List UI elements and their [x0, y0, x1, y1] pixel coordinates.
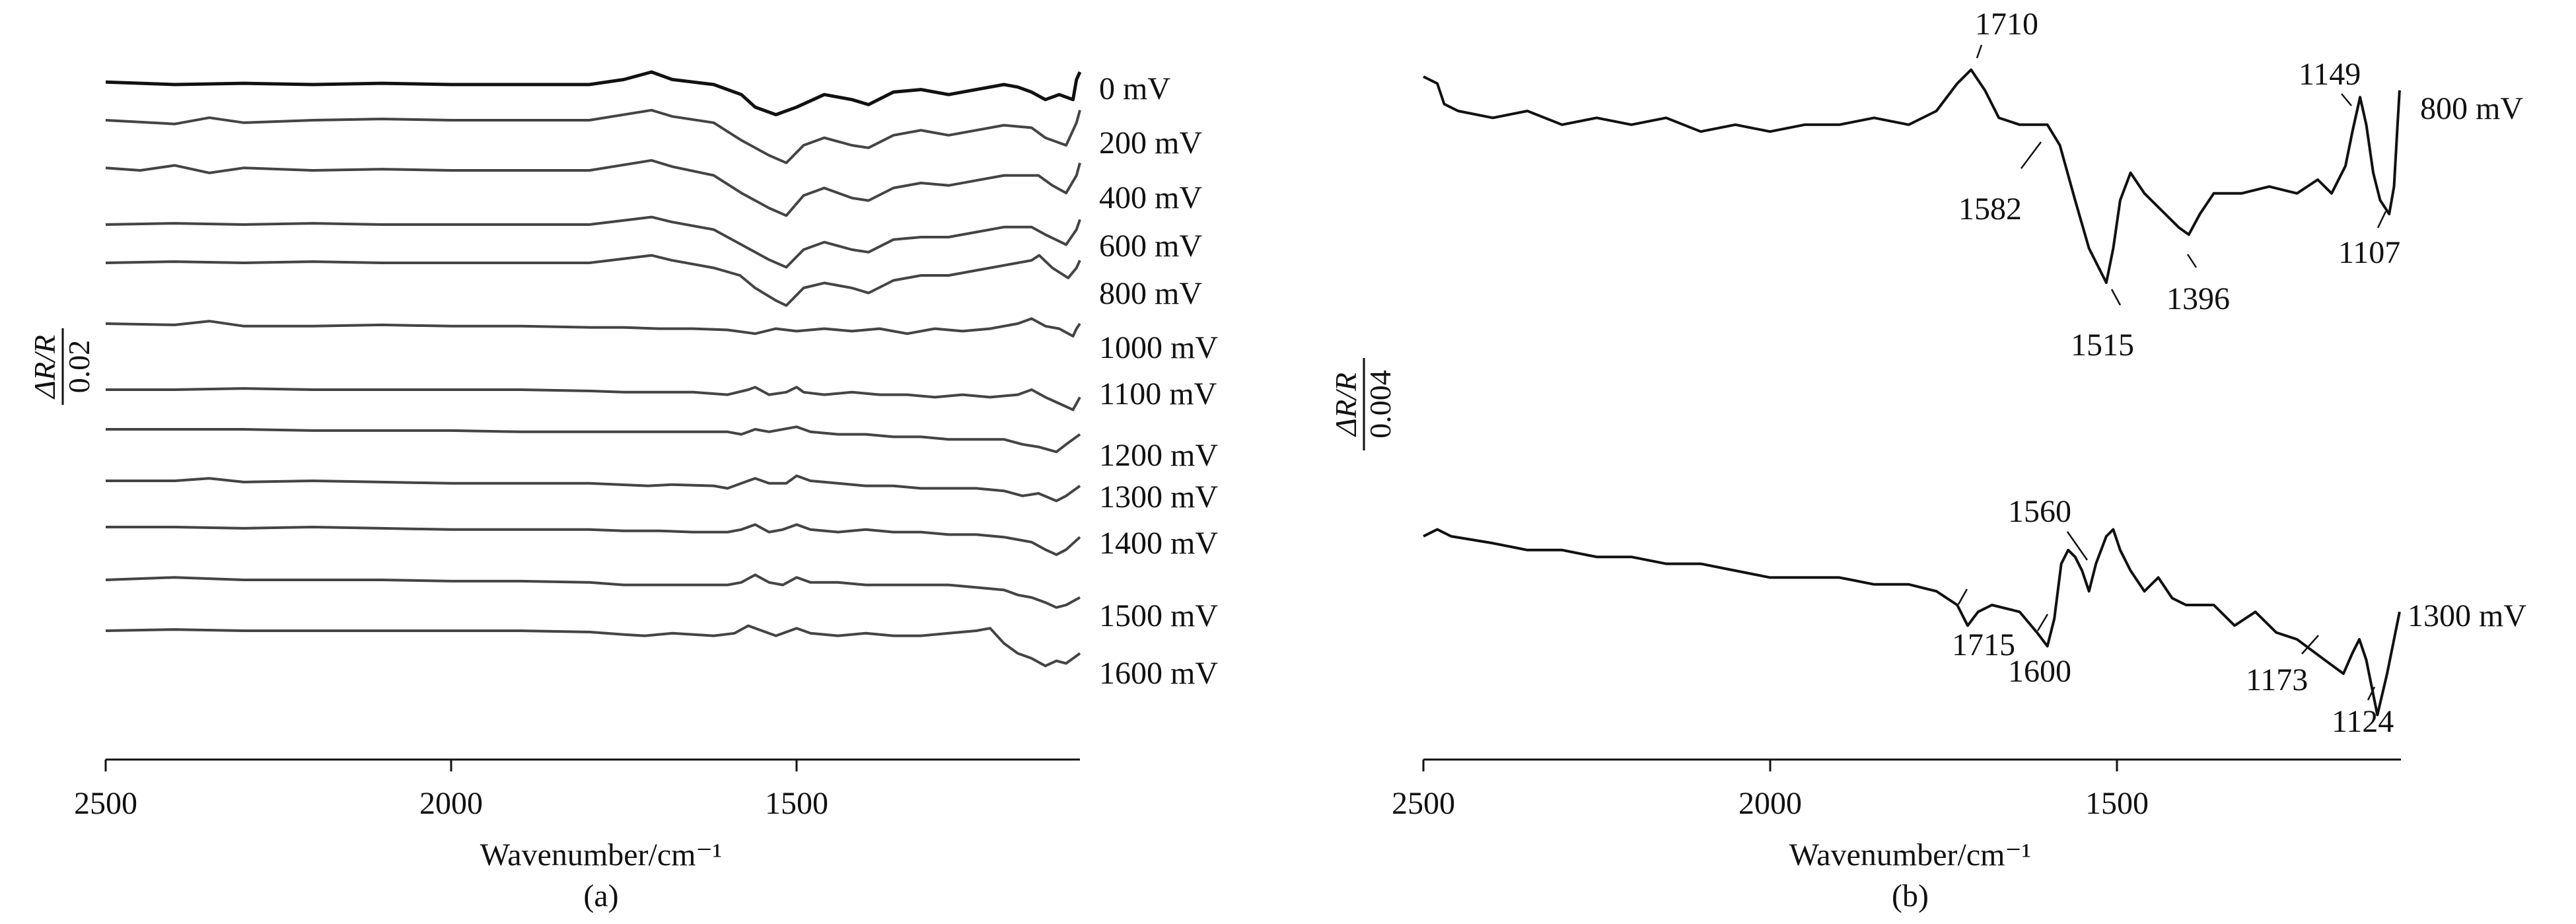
panel-b-x-tick-label-1500: 1500	[2085, 786, 2149, 821]
peak-leader-1560	[2066, 531, 2089, 561]
panel-b-series-800-mv	[1423, 68, 2401, 284]
peak-label-1515: 1515	[2071, 328, 2134, 363]
panel-b-series-label-800: 800 mV	[2420, 91, 2523, 126]
panel-a: ΔR/R 0.02 2500 2000 1500 Wavenumber/cm⁻¹…	[28, 70, 1218, 913]
panel-a-series-1000-mv	[105, 317, 1081, 338]
peak-label-1124: 1124	[2332, 704, 2394, 739]
panel-a-series-label-11: 1600 mV	[1099, 656, 1218, 691]
panel-a-series-1400-mv	[106, 523, 1081, 556]
panel-a-series-label-1: 200 mV	[1099, 125, 1202, 160]
peak-label-1710: 1710	[1975, 7, 2038, 42]
peak-leader-1396	[2186, 254, 2198, 268]
panel-a-series-1300-mv	[106, 474, 1081, 503]
panel-b-x-tick-label-2000: 2000	[1738, 786, 1802, 821]
panel-a-series-labels: 0 mV 200 mV 400 mV 600 mV 800 mV 1000 mV…	[1099, 71, 1218, 691]
peak-label-1715: 1715	[1952, 627, 2015, 662]
peak-leader-1124	[2367, 686, 2376, 701]
peak-leader-1515	[2110, 289, 2122, 306]
panel-a-series-600-mv	[105, 215, 1081, 269]
panel-a-y-label-denominator: 0.02	[62, 340, 96, 394]
panel-b-x-tick-label-2500: 2500	[1392, 786, 1455, 821]
panel-a-x-tick-label-1500: 1500	[765, 786, 828, 821]
panel-a-x-tick-label-2500: 2500	[74, 786, 137, 821]
peak-label-1396: 1396	[2166, 281, 2230, 316]
peak-leader-1715	[1957, 588, 1968, 605]
panel-a-panel-label: (a)	[583, 878, 618, 913]
panel-a-series-label-7: 1200 mV	[1099, 438, 1218, 473]
panel-b-y-label-numerator: ΔR/R	[1329, 373, 1363, 437]
panel-a-x-axis-title: Wavenumber/cm⁻¹	[480, 837, 722, 872]
panel-a-series-label-5: 1000 mV	[1099, 330, 1218, 365]
peak-leader-1173	[2301, 635, 2319, 655]
peak-leader-1582	[2021, 141, 2042, 169]
panel-b-annotations-800: 1710 1582 1515 1396 1149 1107	[1958, 7, 2400, 363]
panel-a-series-label-2: 400 mV	[1099, 180, 1202, 215]
panel-a-series-label-10: 1500 mV	[1099, 598, 1218, 633]
panel-b-series-label-1300: 1300 mV	[2408, 598, 2526, 633]
panel-b-y-label-denominator: 0.004	[1363, 370, 1397, 439]
peak-label-1600: 1600	[2008, 654, 2071, 689]
peak-label-1107: 1107	[2338, 235, 2400, 270]
peak-leader-1710	[1976, 44, 1983, 59]
panel-a-series-label-4: 800 mV	[1099, 276, 1202, 311]
panel-a-y-label: ΔR/R 0.02	[28, 328, 96, 405]
panel-a-series-label-0: 0 mV	[1099, 71, 1170, 106]
panel-a-series-0-mv	[105, 70, 1082, 117]
panel-a-series-800-mv	[105, 254, 1081, 307]
panel-a-series-label-9: 1400 mV	[1099, 526, 1218, 561]
panel-b-annotations-1300: 1560 1715 1600 1173 1124	[1952, 494, 2394, 739]
panel-b: ΔR/R 0.004 2500 2000 1500 Wavenumber/cm⁻…	[1329, 7, 2526, 913]
panel-a-series-400-mv	[105, 159, 1081, 217]
panel-a-curves	[105, 70, 1082, 668]
peak-label-1173: 1173	[2246, 662, 2308, 697]
peak-leader-1600	[2036, 614, 2049, 631]
panel-b-panel-label: (b)	[1892, 878, 1929, 913]
peak-leader-1149	[2341, 93, 2352, 106]
panel-a-series-label-3: 600 mV	[1099, 229, 1202, 264]
peak-label-1582: 1582	[1958, 192, 2022, 227]
panel-b-curves	[1423, 68, 2401, 717]
peak-leader-1107	[2377, 211, 2387, 229]
panel-b-x-axis-title: Wavenumber/cm⁻¹	[1789, 837, 2031, 872]
peak-label-1149: 1149	[2299, 57, 2361, 92]
panel-a-series-label-6: 1100 mV	[1099, 376, 1217, 411]
panel-a-y-label-numerator: ΔR/R	[28, 335, 61, 400]
panel-a-series-1200-mv	[106, 425, 1081, 454]
panel-a-series-1500-mv	[105, 573, 1081, 609]
peak-label-1560: 1560	[2008, 494, 2071, 529]
panel-a-series-1100-mv	[106, 386, 1081, 411]
panel-a-series-1600-mv	[105, 624, 1081, 668]
panel-a-series-label-8: 1300 mV	[1099, 480, 1218, 515]
panel-b-y-label: ΔR/R 0.004	[1329, 358, 1397, 450]
panel-a-series-200-mv	[105, 108, 1081, 164]
panel-b-series-1300-mv	[1423, 528, 2401, 717]
panel-a-x-tick-label-2000: 2000	[419, 786, 483, 821]
